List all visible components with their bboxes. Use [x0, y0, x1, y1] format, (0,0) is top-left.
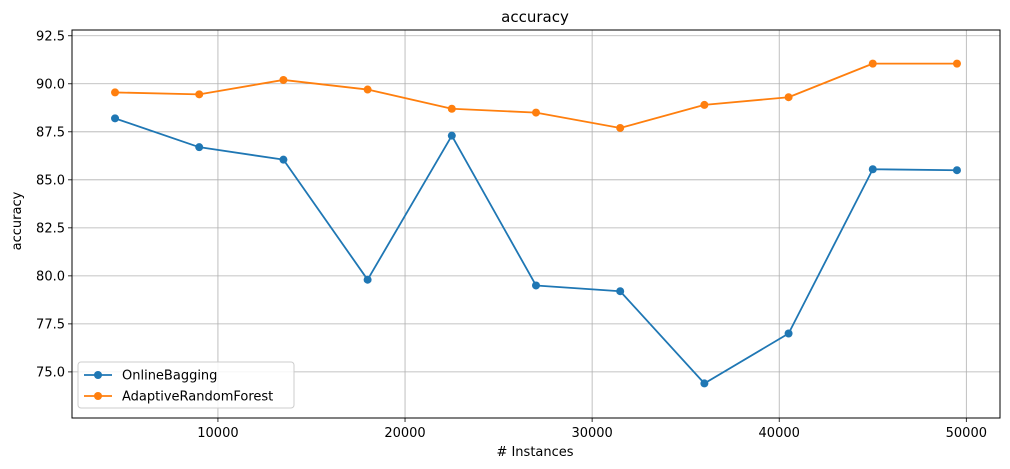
y-tick-label: 82.5 [36, 221, 65, 236]
grid-lines [72, 30, 1000, 418]
x-tick-label: 40000 [759, 426, 800, 441]
data-point-adaptiverandomforest [279, 75, 288, 84]
data-point-adaptiverandomforest [784, 93, 793, 102]
data-point-adaptiverandomforest [195, 90, 204, 99]
legend-marker [94, 371, 102, 379]
data-point-onlinebagging [616, 287, 625, 296]
x-tick-label: 50000 [946, 426, 987, 441]
data-point-adaptiverandomforest [868, 59, 877, 68]
y-axis-ticks: 75.0 77.5 80.0 82.5 85.0 87.5 90.0 92.5 [36, 29, 72, 380]
x-tick-label: 10000 [197, 426, 238, 441]
data-point-onlinebagging [532, 281, 540, 290]
legend-item: AdaptiveRandomForest [84, 390, 273, 405]
y-tick-label: 85.0 [36, 173, 65, 188]
data-point-onlinebagging [111, 114, 120, 123]
x-tick-label: 30000 [571, 426, 612, 441]
data-point-onlinebagging [700, 379, 709, 388]
y-tick-label: 92.5 [36, 29, 65, 44]
y-tick-label: 75.0 [36, 365, 65, 380]
y-tick-label: 80.0 [36, 269, 65, 284]
data-point-adaptiverandomforest [447, 104, 456, 113]
series-line-onlinebagging [114, 117, 957, 385]
data-point-onlinebagging [868, 165, 877, 174]
legend-box [77, 361, 295, 409]
data-point-adaptiverandomforest [532, 108, 540, 117]
series-layer [111, 59, 961, 388]
data-point-adaptiverandomforest [700, 100, 709, 109]
data-point-onlinebagging [784, 329, 793, 338]
x-axis-label: # Instances [496, 445, 573, 460]
y-axis-label: accuracy [10, 191, 25, 250]
plot-frame [71, 29, 1001, 419]
data-point-adaptiverandomforest [111, 88, 120, 97]
x-tick-label: 20000 [384, 426, 425, 441]
y-tick-label: 77.5 [36, 317, 65, 332]
data-point-adaptiverandomforest [952, 59, 961, 68]
series-line-adaptiverandomforest [115, 62, 957, 129]
legend: OnlineBagging AdaptiveRandomForest [77, 361, 295, 409]
data-point-onlinebagging [195, 143, 204, 152]
legend-label: OnlineBagging [122, 369, 217, 384]
data-point-adaptiverandomforest [616, 123, 625, 132]
x-axis-ticks: 10000 20000 30000 40000 50000 [197, 418, 987, 441]
data-point-onlinebagging [363, 275, 372, 284]
data-point-onlinebagging [952, 166, 961, 175]
data-point-onlinebagging [447, 131, 456, 140]
y-tick-label: 90.0 [36, 77, 65, 92]
legend-marker [94, 392, 102, 400]
y-tick-label: 87.5 [36, 125, 65, 140]
data-point-adaptiverandomforest [363, 85, 372, 94]
chart-title: accuracy [501, 8, 569, 26]
legend-label: AdaptiveRandomForest [122, 390, 273, 405]
data-point-onlinebagging [279, 155, 288, 164]
legend-item: OnlineBagging [84, 369, 217, 384]
